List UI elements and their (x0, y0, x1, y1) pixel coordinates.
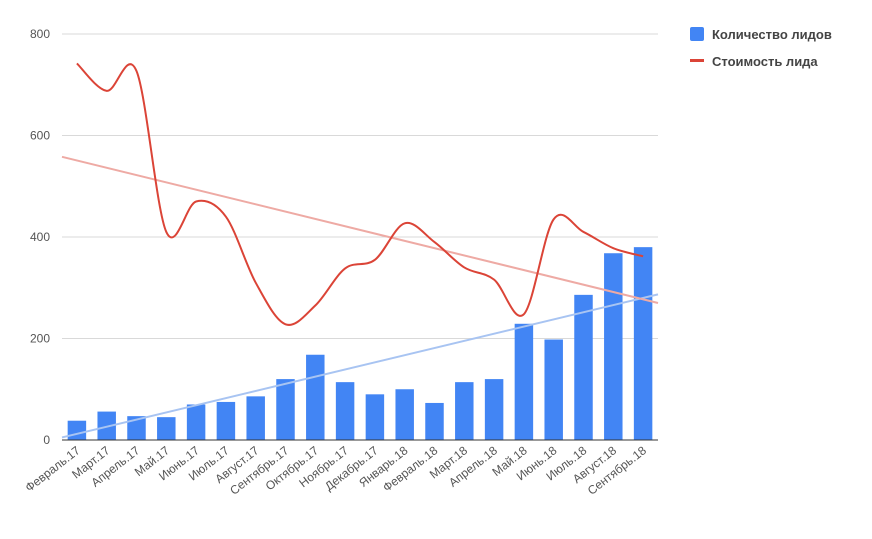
legend-label-bars: Количество лидов (712, 27, 832, 42)
line-point[interactable] (641, 254, 645, 258)
bar[interactable] (67, 420, 87, 440)
line-point[interactable] (433, 240, 437, 244)
y-tick-label: 800 (30, 27, 50, 41)
line-point[interactable] (164, 230, 168, 234)
bar[interactable] (514, 323, 534, 440)
legend-item-bars[interactable]: Количество лидов (690, 27, 832, 42)
trendlines (61, 155, 659, 439)
bar[interactable] (157, 417, 176, 440)
line-point[interactable] (403, 221, 407, 225)
trendline (61, 155, 659, 304)
bar[interactable] (246, 396, 265, 440)
line-point[interactable] (611, 246, 615, 250)
bar[interactable] (395, 389, 414, 440)
bar[interactable] (306, 354, 325, 440)
line-series-path[interactable] (76, 62, 644, 326)
bar[interactable] (604, 253, 623, 440)
gridlines (62, 33, 658, 339)
line-point[interactable] (373, 258, 377, 262)
line-point[interactable] (105, 89, 109, 93)
x-axis-ticks: Февраль.17Март.17Апрель.17Май.17Июнь.17И… (23, 443, 650, 498)
bar-series (67, 247, 653, 440)
line-series (75, 61, 645, 326)
bar[interactable] (455, 382, 474, 440)
legend: Количество лидов Стоимость лида (690, 27, 832, 69)
bar[interactable] (484, 379, 504, 440)
line-point[interactable] (135, 69, 139, 73)
line-point[interactable] (75, 61, 79, 65)
bar[interactable] (216, 401, 236, 440)
bar[interactable] (425, 402, 444, 440)
y-tick-label: 0 (43, 433, 50, 447)
line-point[interactable] (462, 265, 466, 269)
bar[interactable] (335, 382, 355, 440)
legend-label-line: Стоимость лида (712, 54, 818, 69)
y-tick-label: 600 (30, 129, 50, 143)
y-axis-ticks: 0 200 400 600 800 (30, 27, 50, 447)
line-point[interactable] (254, 281, 258, 285)
legend-item-line[interactable]: Стоимость лида (690, 54, 818, 69)
trendline (61, 293, 659, 439)
line-point[interactable] (284, 322, 288, 326)
bar[interactable] (276, 379, 295, 440)
line-point[interactable] (492, 278, 496, 282)
bar[interactable] (574, 294, 593, 440)
legend-swatch-bars (690, 27, 704, 41)
line-point[interactable] (582, 230, 586, 234)
bar[interactable] (544, 339, 563, 440)
y-tick-label: 400 (30, 230, 50, 244)
bar[interactable] (365, 394, 385, 440)
line-point[interactable] (552, 217, 556, 221)
bar[interactable] (127, 416, 146, 440)
line-point[interactable] (194, 199, 198, 203)
legend-swatch-line (690, 59, 704, 62)
y-tick-label: 200 (30, 332, 50, 346)
bar[interactable] (633, 247, 653, 440)
line-point[interactable] (313, 304, 317, 308)
line-point[interactable] (224, 215, 228, 219)
bar[interactable] (186, 404, 206, 440)
line-point[interactable] (343, 266, 347, 270)
line-point[interactable] (522, 312, 526, 316)
